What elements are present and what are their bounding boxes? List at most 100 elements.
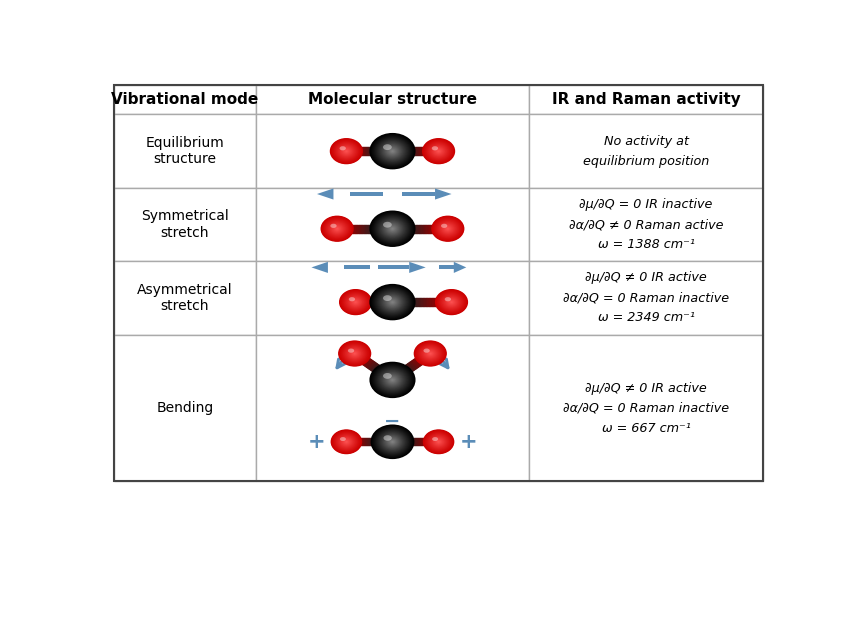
Ellipse shape (383, 144, 392, 150)
Ellipse shape (445, 297, 451, 301)
Ellipse shape (387, 224, 398, 233)
Polygon shape (370, 225, 371, 232)
Ellipse shape (332, 225, 343, 233)
Ellipse shape (370, 133, 416, 169)
Ellipse shape (435, 149, 442, 154)
Ellipse shape (371, 285, 414, 319)
Polygon shape (428, 298, 430, 306)
Ellipse shape (340, 290, 371, 315)
Ellipse shape (431, 145, 446, 158)
Ellipse shape (343, 439, 350, 445)
Ellipse shape (348, 348, 354, 353)
Ellipse shape (392, 151, 394, 152)
Bar (530, 85, 763, 115)
Ellipse shape (392, 228, 394, 229)
Ellipse shape (352, 299, 359, 305)
Ellipse shape (349, 298, 361, 307)
Ellipse shape (333, 431, 360, 452)
Ellipse shape (343, 292, 367, 312)
Ellipse shape (377, 217, 407, 240)
Bar (114, 261, 256, 335)
Ellipse shape (445, 298, 457, 307)
Ellipse shape (340, 290, 371, 314)
Ellipse shape (381, 142, 405, 160)
Ellipse shape (391, 440, 394, 443)
Ellipse shape (374, 137, 411, 166)
Ellipse shape (376, 138, 409, 164)
Ellipse shape (381, 370, 405, 390)
Ellipse shape (342, 343, 367, 363)
Polygon shape (356, 225, 357, 232)
Ellipse shape (333, 225, 341, 232)
Ellipse shape (349, 297, 362, 307)
Ellipse shape (388, 148, 396, 154)
Ellipse shape (437, 150, 440, 152)
Bar (344, 265, 371, 269)
Ellipse shape (344, 293, 367, 311)
Ellipse shape (389, 149, 395, 153)
Ellipse shape (428, 433, 450, 451)
Polygon shape (423, 298, 424, 306)
Ellipse shape (333, 140, 360, 162)
Ellipse shape (382, 372, 403, 388)
Ellipse shape (434, 218, 462, 240)
Polygon shape (411, 361, 418, 368)
Ellipse shape (351, 350, 359, 357)
Ellipse shape (425, 140, 452, 162)
Ellipse shape (337, 434, 356, 450)
Ellipse shape (321, 216, 353, 242)
Ellipse shape (383, 435, 401, 449)
Ellipse shape (328, 222, 346, 236)
Ellipse shape (348, 348, 361, 359)
Ellipse shape (385, 436, 400, 448)
Ellipse shape (425, 140, 452, 162)
Ellipse shape (428, 352, 433, 355)
Ellipse shape (345, 440, 348, 443)
Ellipse shape (335, 142, 358, 160)
Ellipse shape (371, 363, 415, 397)
Polygon shape (421, 438, 422, 446)
Ellipse shape (437, 220, 458, 237)
Polygon shape (374, 438, 375, 446)
Ellipse shape (348, 296, 364, 308)
Polygon shape (409, 438, 410, 446)
Bar (114, 335, 256, 482)
Ellipse shape (355, 301, 356, 303)
Ellipse shape (427, 350, 434, 357)
Polygon shape (415, 438, 416, 446)
Ellipse shape (387, 298, 398, 307)
Ellipse shape (376, 216, 409, 242)
Polygon shape (366, 225, 367, 232)
Polygon shape (438, 298, 439, 306)
Ellipse shape (435, 219, 461, 239)
Polygon shape (413, 438, 414, 446)
Ellipse shape (375, 428, 410, 456)
Ellipse shape (334, 141, 359, 161)
Polygon shape (375, 438, 376, 446)
Ellipse shape (380, 292, 405, 312)
Ellipse shape (434, 217, 462, 240)
Polygon shape (411, 438, 412, 446)
Ellipse shape (382, 294, 404, 311)
Polygon shape (362, 225, 364, 232)
Text: No activity at
equilibrium position: No activity at equilibrium position (583, 135, 709, 167)
Polygon shape (365, 438, 366, 446)
Text: ∂μ/∂Q ≠ 0 IR active
∂α/∂Q = 0 Raman inactive
ω = 667 cm⁻¹: ∂μ/∂Q ≠ 0 IR active ∂α/∂Q = 0 Raman inac… (563, 381, 729, 435)
Polygon shape (361, 358, 369, 364)
Ellipse shape (450, 301, 452, 303)
Ellipse shape (433, 437, 445, 447)
Polygon shape (363, 359, 371, 365)
Polygon shape (362, 438, 363, 446)
Ellipse shape (338, 341, 371, 366)
Ellipse shape (447, 228, 449, 229)
Ellipse shape (339, 341, 371, 366)
Polygon shape (434, 225, 435, 232)
Ellipse shape (344, 440, 348, 444)
Ellipse shape (438, 440, 439, 443)
Ellipse shape (450, 301, 454, 304)
Polygon shape (361, 438, 362, 446)
Ellipse shape (436, 290, 467, 314)
Polygon shape (409, 363, 417, 368)
Ellipse shape (419, 345, 441, 363)
Polygon shape (410, 438, 411, 446)
